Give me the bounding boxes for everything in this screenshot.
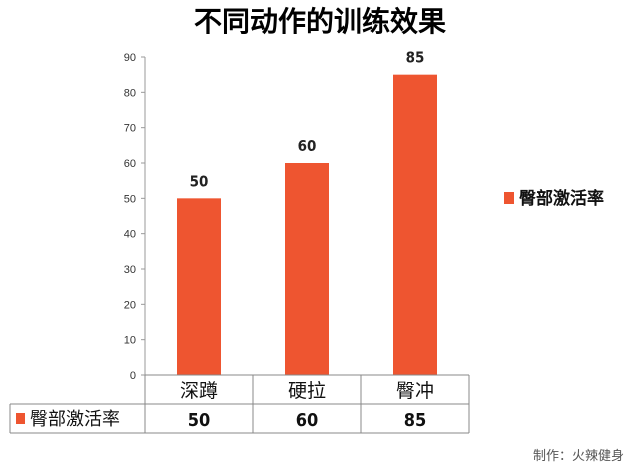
y-tick-label: 80 [124, 87, 136, 99]
legend: 臀部激活率 [504, 188, 604, 209]
y-tick-label: 0 [130, 370, 136, 382]
y-tick-label: 40 [124, 229, 136, 241]
y-axis: 0 10 20 30 40 50 60 70 80 90 [124, 52, 146, 382]
table-value: 85 [404, 410, 427, 431]
x-category-label: 深蹲 [180, 380, 218, 402]
y-tick-label: 60 [124, 158, 136, 170]
data-label: 60 [298, 137, 317, 155]
legend-label: 臀部激活率 [519, 188, 604, 209]
y-tick-label: 50 [124, 193, 136, 205]
legend-swatch [504, 192, 514, 204]
table-value: 50 [188, 410, 211, 431]
bar [177, 198, 221, 375]
credit-text: 制作：火辣健身 [533, 448, 624, 464]
y-tick-label: 70 [124, 123, 136, 135]
x-category-label: 硬拉 [288, 380, 326, 402]
y-tick-label: 30 [124, 264, 136, 276]
data-table: 深蹲 50 硬拉 60 臀冲 85 臀部激活率 [9, 374, 470, 434]
table-series-swatch [16, 413, 25, 424]
bar [285, 163, 329, 375]
y-tick-label: 90 [124, 52, 136, 64]
data-labels-group: 50 60 85 [190, 49, 425, 191]
chart-title: 不同动作的训练效果 [194, 5, 446, 38]
x-category-label: 臀冲 [396, 380, 434, 402]
bars-group [177, 74, 437, 376]
bar [393, 74, 437, 376]
table-series-name: 臀部激活率 [30, 409, 120, 430]
data-label: 50 [190, 172, 209, 190]
y-tick-label: 10 [124, 335, 136, 347]
y-tick-label: 20 [124, 299, 136, 311]
data-label: 85 [406, 49, 425, 67]
table-value: 60 [296, 410, 319, 431]
